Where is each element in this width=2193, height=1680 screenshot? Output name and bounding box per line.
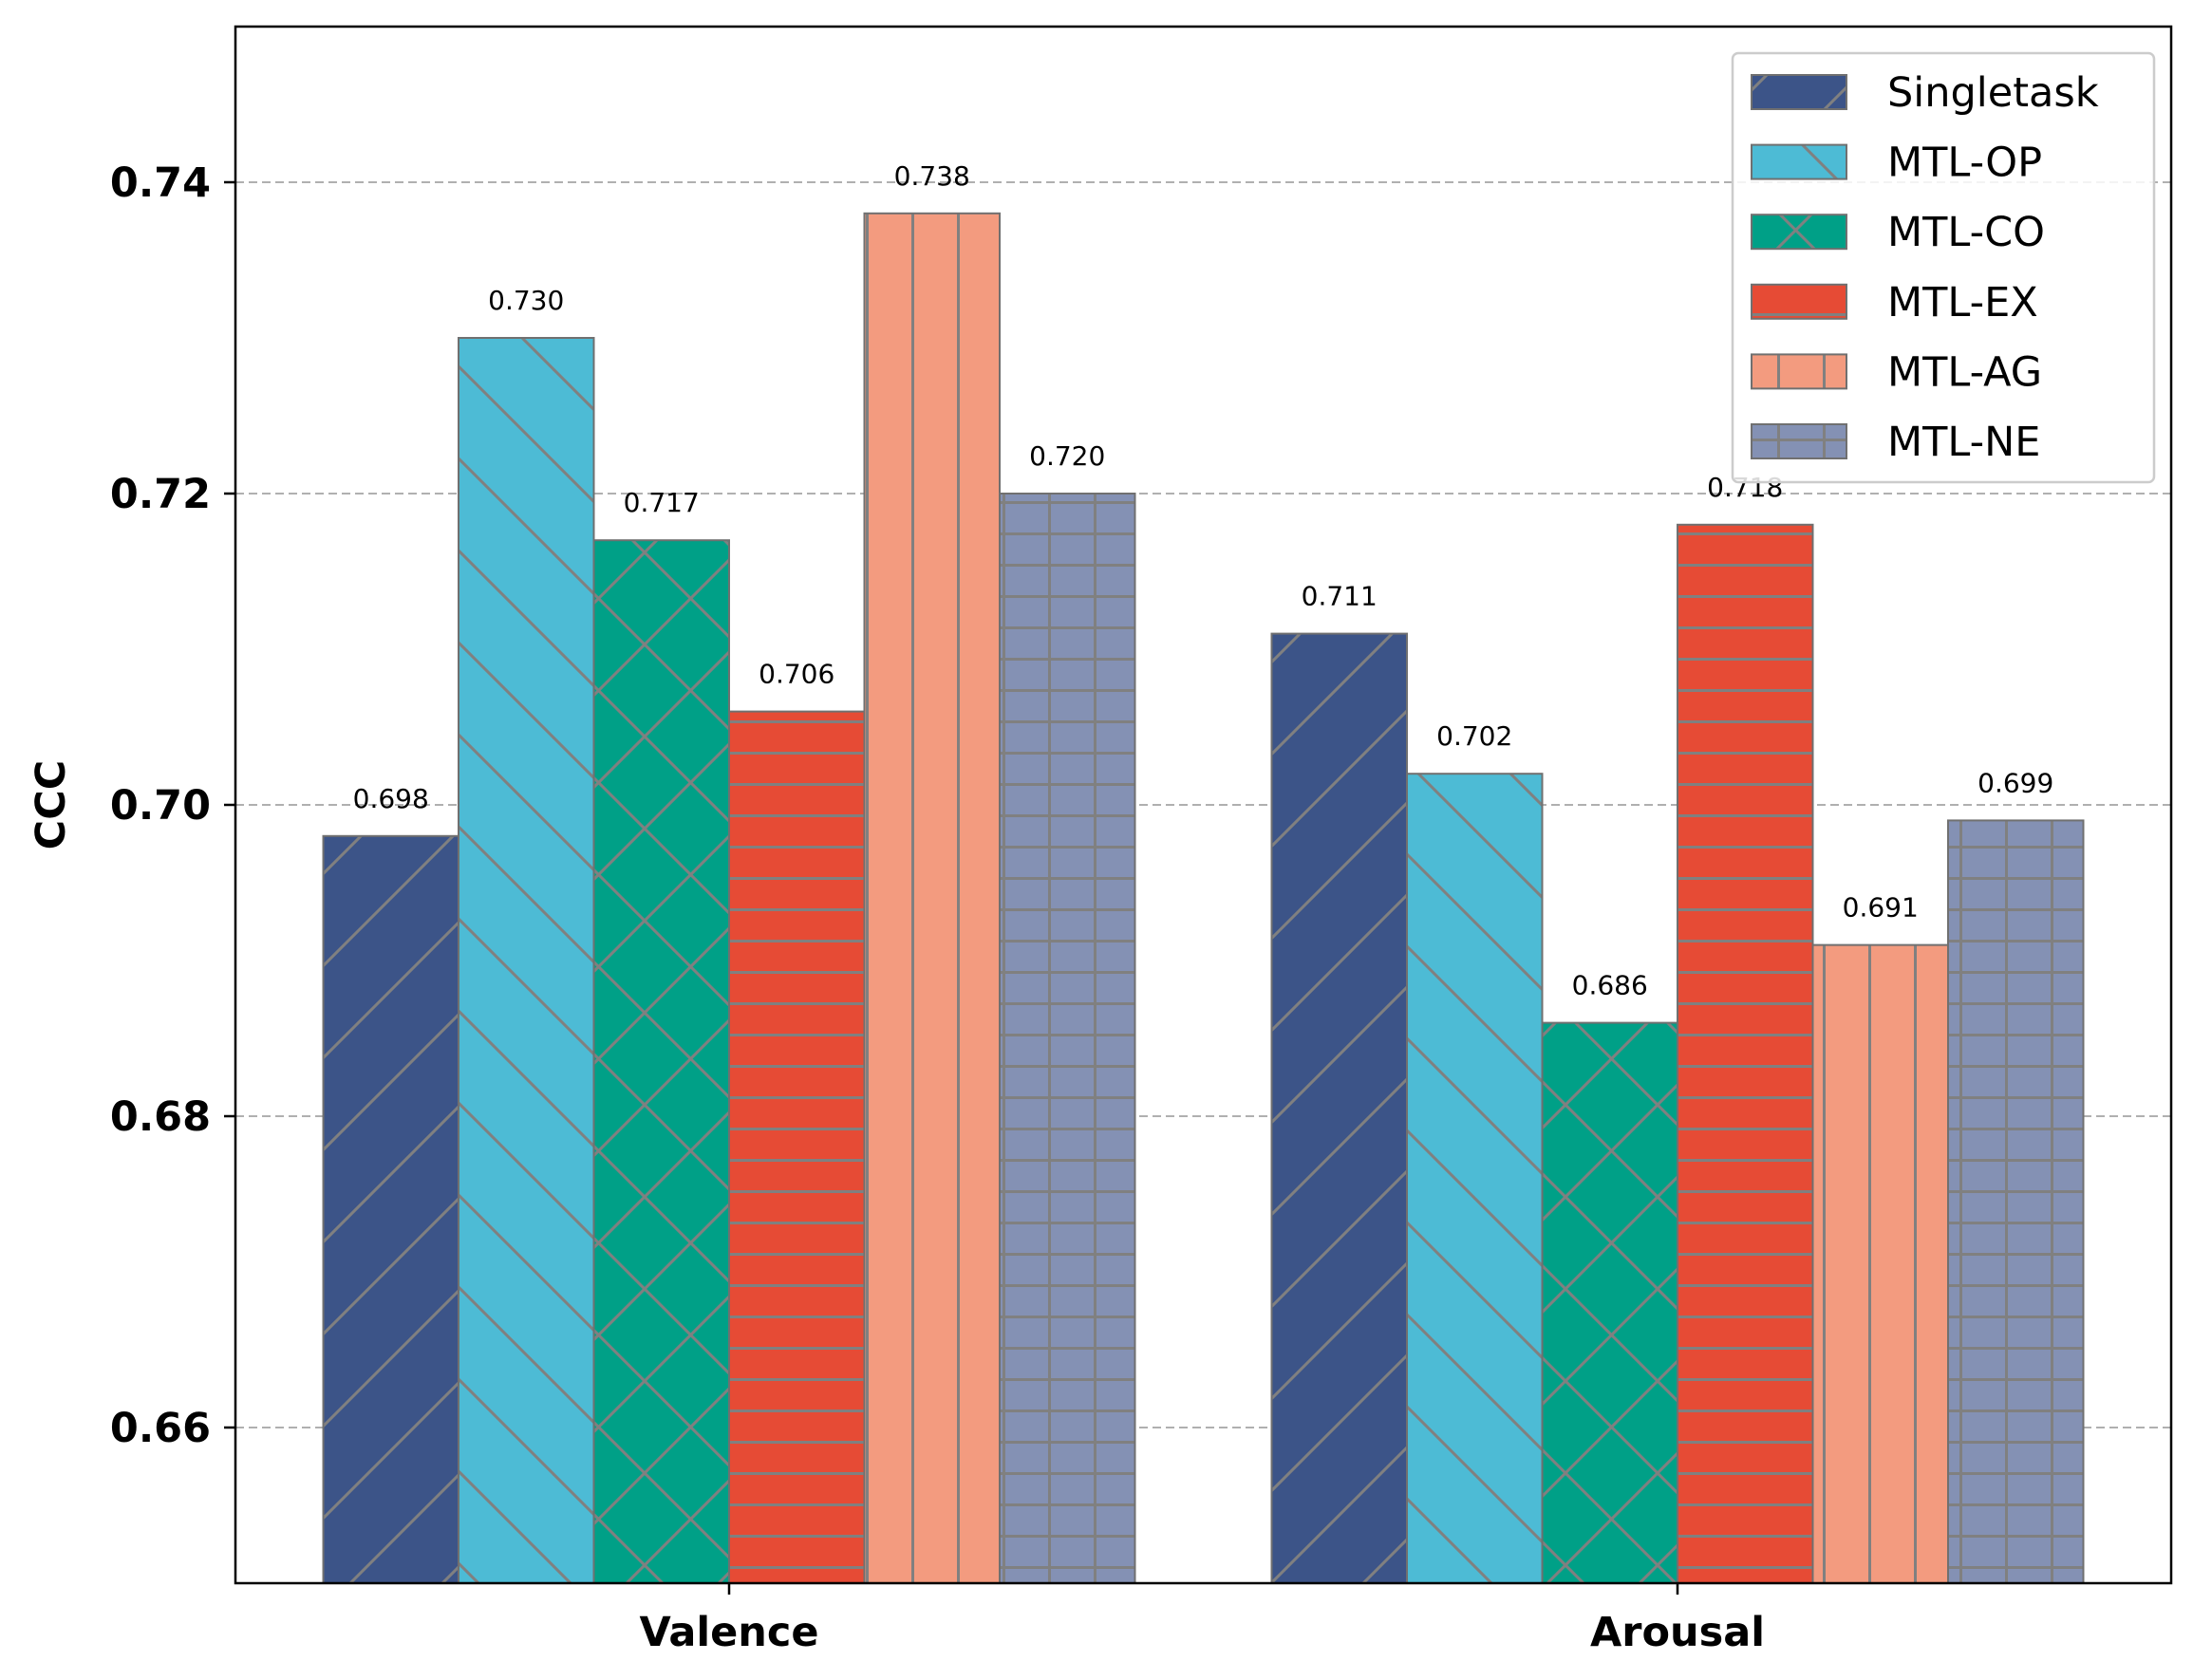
bars xyxy=(322,212,2085,1585)
data-label: 0.686 xyxy=(1572,970,1648,1001)
bar-mtl-op-valence xyxy=(458,337,595,1584)
data-label: 0.698 xyxy=(353,783,429,814)
data-label: 0.702 xyxy=(1436,720,1512,752)
y-tick-label: 0.66 xyxy=(110,1405,211,1452)
legend-label: MTL-OP xyxy=(1887,140,2042,187)
data-label: 0.730 xyxy=(488,285,564,316)
data-label: 0.720 xyxy=(1029,440,1105,472)
data-label: 0.711 xyxy=(1302,581,1378,612)
bar-mtl-ex-arousal xyxy=(1677,523,1814,1584)
bar-singletask-arousal xyxy=(1270,632,1408,1584)
data-label: 0.691 xyxy=(1843,892,1919,924)
bar-singletask-valence xyxy=(322,834,459,1584)
legend-swatch xyxy=(1751,143,1847,180)
legend-swatch xyxy=(1751,214,1847,251)
legend-label: MTL-AG xyxy=(1887,348,2042,396)
bar-mtl-ex-valence xyxy=(728,710,866,1584)
data-label: 0.738 xyxy=(894,160,970,192)
legend: Singletask MTL-OP MTL-CO MTL-EX MTL-AG MTL-NE xyxy=(1731,51,2156,484)
bar-mtl-ag-arousal xyxy=(1811,943,1949,1584)
legend-label: Singletask xyxy=(1887,69,2099,117)
legend-swatch xyxy=(1751,423,1847,459)
y-axis: 0.66 0.68 0.70 0.72 0.74 xyxy=(110,159,235,1452)
y-tick-label: 0.70 xyxy=(110,782,211,830)
bar-mtl-ne-valence xyxy=(999,493,1136,1584)
x-tick-label: Valence xyxy=(639,1609,818,1656)
bar-mtl-co-valence xyxy=(592,539,730,1585)
legend-swatch xyxy=(1751,74,1847,110)
bar-mtl-op-arousal xyxy=(1406,773,1544,1584)
data-label: 0.706 xyxy=(759,659,834,690)
data-label: 0.717 xyxy=(624,487,700,518)
x-axis: Valence Arousal xyxy=(639,1583,1765,1656)
bar-mtl-ne-arousal xyxy=(1947,819,2085,1584)
x-tick-label: Arousal xyxy=(1590,1609,1765,1656)
bar-mtl-co-arousal xyxy=(1541,1021,1678,1584)
y-tick-label: 0.74 xyxy=(110,159,211,207)
legend-label: MTL-EX xyxy=(1887,279,2038,327)
y-tick-label: 0.68 xyxy=(110,1093,211,1141)
data-label: 0.699 xyxy=(1977,767,2053,798)
y-axis-label: CCC xyxy=(28,760,75,850)
bar-mtl-ag-valence xyxy=(863,212,1001,1584)
legend-swatch xyxy=(1751,283,1847,320)
legend-swatch xyxy=(1751,353,1847,390)
legend-label: MTL-CO xyxy=(1887,209,2045,256)
legend-label: MTL-NE xyxy=(1887,419,2040,466)
y-tick-label: 0.72 xyxy=(110,471,211,518)
